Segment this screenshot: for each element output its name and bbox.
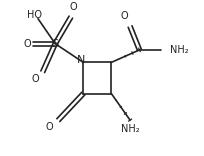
Text: O: O xyxy=(32,74,40,84)
Text: HO: HO xyxy=(27,10,42,20)
Text: NH₂: NH₂ xyxy=(170,45,188,55)
Text: N: N xyxy=(77,55,85,65)
Text: NH₂: NH₂ xyxy=(121,124,139,134)
Text: O: O xyxy=(121,11,129,21)
Text: O: O xyxy=(69,2,77,12)
Text: O: O xyxy=(46,122,54,132)
Text: O: O xyxy=(24,39,31,49)
Text: S: S xyxy=(52,39,59,49)
